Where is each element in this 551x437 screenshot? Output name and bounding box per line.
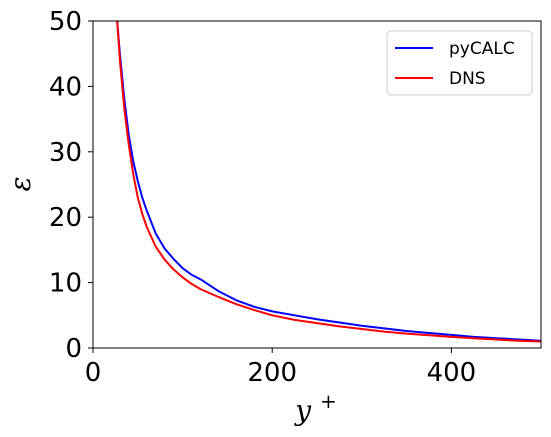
y-axis-label: ε xyxy=(4,176,37,191)
legend-label-pycalc: pyCALC xyxy=(449,39,515,59)
x-axis-label-superscript: + xyxy=(320,389,337,413)
legend-label-dns: DNS xyxy=(449,69,486,89)
x-axis-label-base: y xyxy=(293,394,312,427)
plot-area xyxy=(92,20,542,349)
x-tick-label: 0 xyxy=(85,358,102,388)
series-line-pycalc xyxy=(116,21,541,342)
axes-frame xyxy=(92,20,542,349)
axis-labels: y + ε xyxy=(4,176,337,427)
legend: pyCALC DNS xyxy=(386,30,533,96)
x-tick-label: 200 xyxy=(247,358,297,388)
series-line-dns xyxy=(116,21,541,343)
y-tick-label: 10 xyxy=(49,269,82,299)
series-lines xyxy=(116,21,541,343)
axis-ticks: 0 200 400 0 10 20 30 40 50 xyxy=(49,7,476,388)
y-tick-label: 20 xyxy=(49,203,82,233)
y-tick-label: 40 xyxy=(49,72,82,102)
x-tick-label: 400 xyxy=(427,358,477,388)
y-tick-label: 30 xyxy=(49,138,82,168)
y-tick-label: 50 xyxy=(49,7,82,37)
x-axis-label: y + xyxy=(293,389,337,427)
y-tick-label: 0 xyxy=(65,334,82,364)
